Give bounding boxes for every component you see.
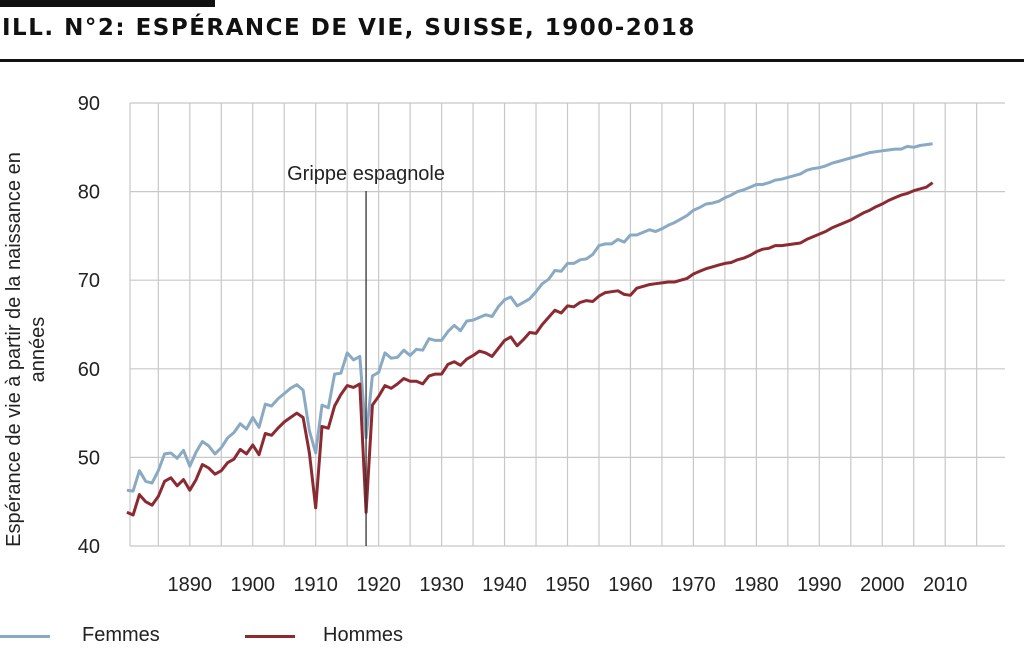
x-axis-ticks: 1890 1900 1910 1920 1930 1940 1950 1960 1970 1980…	[168, 574, 968, 596]
x-tick-label: 1960	[608, 574, 653, 596]
legend: Femmes Hommes	[0, 620, 1024, 650]
x-tick-label: 1920	[356, 574, 401, 596]
series-layer	[126, 142, 934, 517]
x-tick-label: 1890	[168, 574, 213, 596]
x-tick-label: 2010	[923, 574, 968, 596]
horizontal-grid	[129, 102, 1005, 547]
x-tick-label: 1900	[231, 574, 276, 596]
series-line-hommes	[126, 181, 934, 517]
x-tick-label: 1910	[293, 574, 338, 596]
legend-swatch-hommes	[245, 635, 295, 638]
y-tick-label: 70	[78, 270, 100, 292]
legend-label-femmes: Femmes	[82, 624, 160, 646]
y-tick-label: 40	[78, 536, 100, 558]
x-tick-label: 1970	[671, 574, 716, 596]
header-accent-bar	[0, 0, 215, 7]
x-tick-label: 1930	[419, 574, 464, 596]
legend-swatch-femmes	[0, 635, 50, 638]
y-tick-label: 80	[78, 182, 100, 204]
legend-label-hommes: Hommes	[323, 624, 404, 646]
annotation-label: Grippe espagnole	[287, 163, 445, 185]
chart-title: ILL. N°2: ESPÉRANCE DE VIE, SUISSE, 1900…	[2, 15, 696, 41]
y-axis-ticks: 40 50 60 70 80 90	[78, 93, 100, 558]
x-tick-label: 1940	[482, 574, 527, 596]
y-tick-label: 90	[78, 93, 100, 115]
line-chart: 40 50 60 70 80 90 1890 1900 1910 1920 1930 1940 195…	[3, 93, 1005, 596]
x-tick-label: 1980	[734, 574, 779, 596]
vertical-grid	[157, 103, 978, 546]
y-axis-label: Espérance de vie à partir de la naissanc…	[3, 152, 49, 547]
x-tick-label: 2000	[860, 574, 905, 596]
x-tick-label: 1990	[797, 574, 842, 596]
y-tick-label: 60	[78, 359, 100, 381]
title-divider	[0, 59, 1024, 62]
series-line-femmes	[126, 142, 933, 493]
x-tick-label: 1950	[545, 574, 590, 596]
y-tick-label: 50	[78, 447, 100, 469]
